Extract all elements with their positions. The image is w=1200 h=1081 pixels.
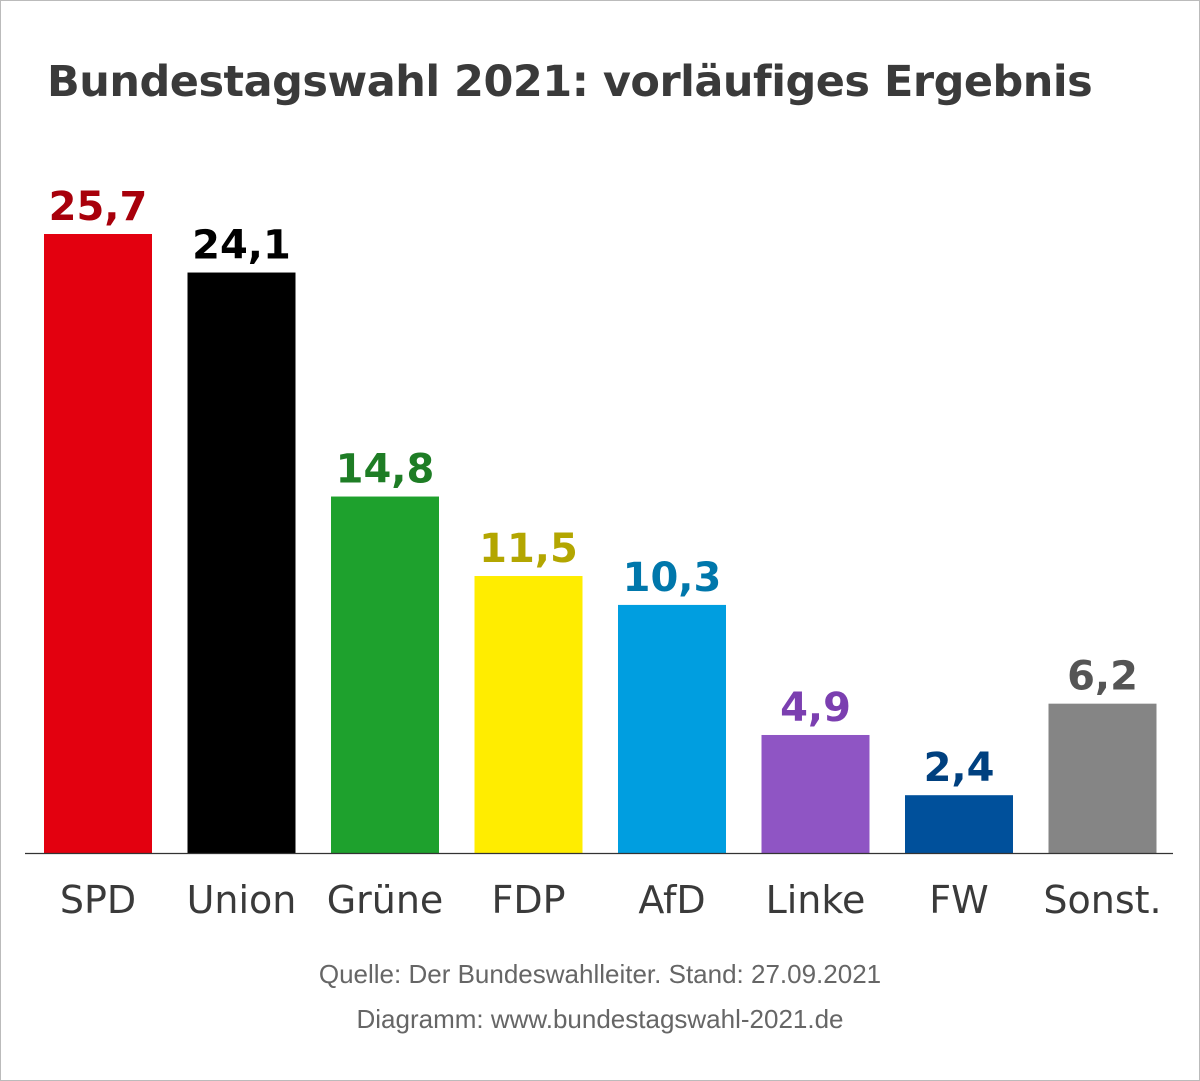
data-label-spd: 25,7 [49, 184, 148, 230]
chart-title: Bundestagswahl 2021: vorläufiges Ergebni… [47, 57, 1093, 107]
category-label-fdp: FDP [491, 878, 565, 922]
data-label-sonst: 6,2 [1067, 654, 1138, 700]
source-note: Quelle: Der Bundeswahlleiter. Stand: 27.… [318, 959, 882, 989]
data-label-linke: 4,9 [780, 685, 851, 731]
category-label-union: Union [187, 878, 297, 922]
bar-spd [44, 234, 152, 853]
data-label-fdp: 11,5 [479, 526, 578, 572]
bar-afd [618, 604, 726, 853]
bar-chart: 25,7 SPD 24,1 Union 14,8 Grüne 11,5 FDP 10,3 AfD 4… [25, 184, 1173, 922]
category-label-spd: SPD [60, 878, 136, 922]
data-label-fw: 2,4 [924, 745, 995, 791]
category-label-afd: AfD [638, 878, 705, 922]
bar-fdp [474, 576, 583, 853]
bar-union [187, 272, 296, 853]
category-label-fw: FW [929, 878, 988, 922]
bar-sonst [1048, 703, 1157, 853]
category-label-grüne: Grüne [327, 878, 444, 922]
data-label-union: 24,1 [192, 223, 291, 269]
category-label-sonst: Sonst. [1043, 878, 1161, 922]
category-label-linke: Linke [766, 878, 866, 922]
bar-fw [905, 795, 1013, 853]
bar-linke [761, 734, 870, 853]
credit-note: Diagramm: www.bundestagswahl-2021.de [356, 1004, 844, 1034]
bar-grüne [331, 496, 439, 853]
data-label-afd: 10,3 [623, 555, 722, 601]
data-label-grüne: 14,8 [336, 447, 435, 493]
